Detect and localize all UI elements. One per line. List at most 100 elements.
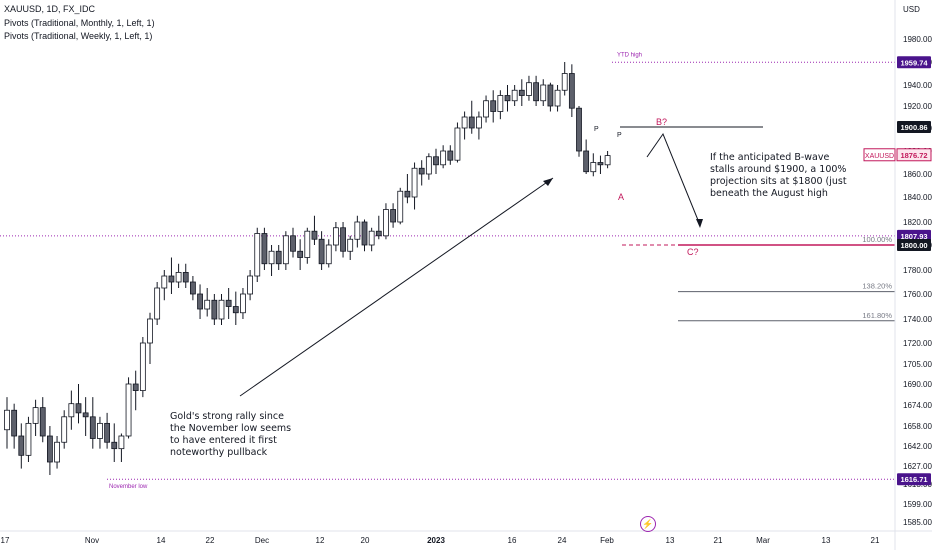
candle-body (18, 435, 25, 456)
candle-body (554, 89, 561, 107)
price-tag (897, 121, 931, 134)
candle-body (4, 409, 10, 431)
candle-body (47, 435, 53, 463)
x-tick-label: 2023 (427, 536, 445, 545)
candle-body (182, 271, 189, 283)
candle-body (161, 275, 168, 289)
x-tick-label: 20 (361, 536, 370, 545)
candle-body (197, 293, 203, 310)
candle-body (304, 230, 311, 258)
y-tick-label: 1760.00 (903, 290, 932, 299)
candle-body (483, 100, 489, 118)
x-tick-label: 22 (206, 536, 215, 545)
candle-body (568, 73, 575, 109)
candle-body (418, 167, 425, 175)
x-tick-label: 17 (1, 536, 10, 545)
candle-body (425, 156, 432, 175)
x-tick-label: Feb (600, 536, 614, 545)
pivots-weekly-legend[interactable]: Pivots (Traditional, Weekly, 1, Left, 1) (4, 31, 153, 41)
price-tag-label: 1900.86 (900, 123, 927, 132)
symbol-legend[interactable]: XAUUSD, 1D, FX_IDC (4, 4, 96, 14)
candle-body (318, 238, 325, 265)
candle-body (68, 403, 75, 418)
candle-body (533, 82, 539, 102)
x-tick-label: Nov (85, 536, 99, 545)
candle-body (61, 416, 68, 443)
y-tick-label: 1840.00 (903, 193, 932, 202)
candle-body (89, 416, 96, 439)
candle-body (404, 190, 411, 198)
wave-path (646, 132, 701, 226)
price-tag-label: 1807.93 (900, 232, 927, 241)
candle-body (518, 89, 525, 96)
candle-body (475, 116, 482, 129)
y-tick-label: 1980.00 (903, 35, 932, 44)
currency-label: USD (903, 5, 920, 14)
candle-body (332, 227, 339, 246)
candle-body (340, 227, 346, 252)
x-tick-label: 13 (822, 536, 831, 545)
candle-body (361, 221, 368, 246)
candle-body (590, 162, 597, 173)
y-tick-label: 1658.00 (903, 422, 932, 431)
candle-body (561, 73, 568, 91)
trend-arrow-line (239, 177, 554, 397)
candle-body (497, 95, 504, 112)
candle-body (240, 293, 246, 314)
wave-label-b: B? (656, 117, 667, 127)
wave-arrow-head (696, 219, 703, 228)
price-tag (897, 473, 931, 486)
symbol-tag-label: XAUUSD (865, 153, 894, 160)
y-tick-label: 1940.00 (903, 81, 932, 90)
x-tick-label: Dec (255, 536, 269, 545)
fib-label: 138.20% (862, 282, 892, 291)
candle-body (168, 275, 175, 283)
candle-body (218, 299, 225, 320)
y-tick-label: 1674.00 (903, 401, 932, 410)
y-tick-label: 1585.00 (903, 518, 932, 527)
x-tick-label: 12 (316, 536, 325, 545)
candle-body (290, 235, 296, 252)
y-tick-label: 1820.00 (903, 218, 932, 227)
candle-body (54, 441, 60, 463)
level-lines: YTD high November low 100.00% 138.20% 161.80… (0, 52, 895, 490)
pivot-marker: P (594, 126, 599, 133)
price-tag-label: 1800.00 (900, 241, 927, 250)
symbol-tag (863, 148, 896, 162)
candle-body (604, 155, 611, 166)
y-tick-label: 1642.00 (903, 442, 932, 451)
x-tick-label: 21 (871, 536, 880, 545)
candle-body (504, 95, 511, 102)
candle-body (75, 403, 82, 414)
candle-body (375, 230, 382, 237)
candle-body (526, 82, 532, 96)
candle-body (275, 250, 282, 265)
candle-body (39, 407, 46, 437)
candle-body (254, 233, 261, 277)
candle-body (189, 281, 196, 295)
candle-body (440, 150, 447, 166)
candle-body (368, 230, 375, 246)
price-axis: USD1980.001960.001940.001920.001900.0018… (863, 0, 932, 550)
candle-body (82, 412, 89, 418)
candle-body (454, 127, 461, 161)
candle-body (11, 409, 18, 437)
y-tick-label: 1920.00 (903, 102, 932, 111)
candle-body (540, 84, 547, 102)
y-tick-label: 1740.00 (903, 315, 932, 324)
y-tick-label: 1599.00 (903, 500, 932, 509)
lightning-icon[interactable]: ⚡ (640, 516, 656, 532)
rally-annotation: Gold's strong rally since the November l… (170, 411, 292, 458)
candles[interactable] (4, 62, 611, 475)
candle-body (147, 318, 153, 344)
candle-body (154, 287, 161, 320)
candle-body (139, 342, 146, 391)
candle-body (125, 383, 132, 437)
candle-body (311, 230, 318, 240)
wave-label-c: C? (687, 247, 699, 257)
last-price-label: 1876.72 (900, 151, 927, 160)
candle-body (547, 84, 554, 107)
candle-body (461, 116, 468, 129)
pivots-monthly-legend[interactable]: Pivots (Traditional, Monthly, 1, Left, 1… (4, 18, 155, 28)
